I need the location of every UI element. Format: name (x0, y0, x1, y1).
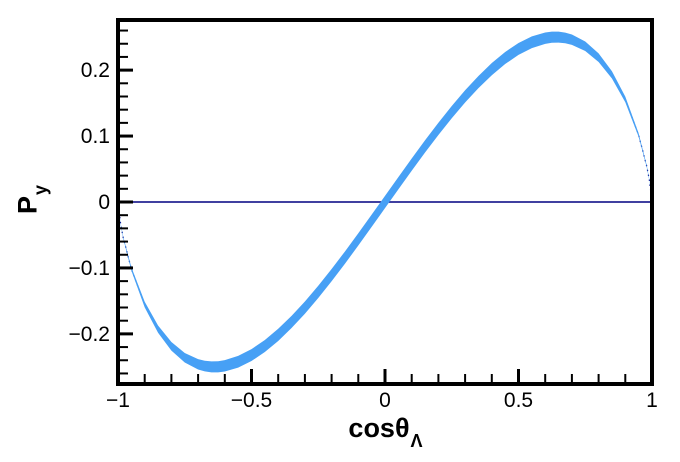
y-tick-label: −0.1 (69, 257, 110, 280)
y-axis-title-subscript: y (30, 184, 51, 195)
x-axis-title: cosθΛ (118, 413, 652, 452)
x-tick-label: 1 (646, 389, 658, 412)
y-tick-label: 0.2 (81, 59, 110, 82)
y-axis-title-text: P (12, 196, 43, 215)
x-tick-label: −1 (106, 389, 130, 412)
x-axis-title-subscript: Λ (410, 431, 423, 452)
y-tick-label: −0.2 (69, 323, 110, 346)
x-tick-label: 0 (379, 389, 391, 412)
y-axis-title: Py (12, 185, 50, 215)
plot-frame (116, 18, 654, 386)
x-axis-title-text: cosθ (348, 413, 410, 443)
x-tick-label: −0.5 (231, 389, 272, 412)
x-tick-label: 0.5 (504, 389, 533, 412)
y-tick-label: 0 (98, 191, 110, 214)
curve-band (118, 31, 652, 373)
y-tick-label: 0.1 (81, 125, 110, 148)
